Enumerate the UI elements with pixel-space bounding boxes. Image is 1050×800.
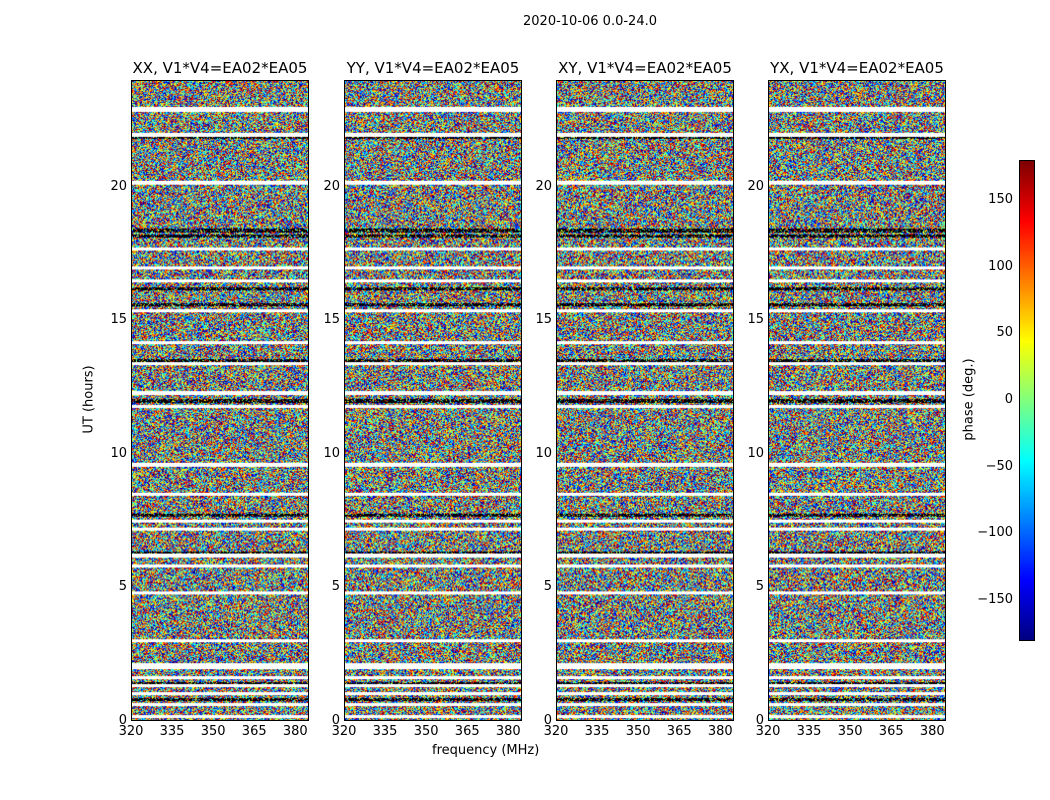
x-axis-label: frequency (MHz) — [432, 743, 540, 758]
y-tick-label: 15 — [110, 312, 127, 328]
y-tick-label: 5 — [755, 579, 764, 595]
panel-title-1: YY, V1*V4=EA02*EA05 — [346, 59, 520, 77]
x-tick-label: 365 — [454, 724, 480, 739]
y-tick-label: 10 — [535, 445, 552, 461]
y-tick-label: 5 — [118, 579, 127, 595]
y-tick-label: 5 — [543, 579, 552, 595]
colorbar-tick-label: 0 — [1004, 392, 1013, 407]
y-tick-label: 20 — [535, 178, 552, 194]
y-tick-label: 0 — [543, 713, 552, 728]
heatmap-panel-1 — [344, 80, 522, 721]
x-tick-label: 365 — [878, 724, 904, 739]
colorbar-tick-label: −150 — [977, 592, 1013, 607]
y-axis-label: UT (hours) — [81, 365, 97, 434]
colorbar — [1019, 160, 1035, 641]
y-tick-label: 10 — [747, 445, 764, 461]
figure-title: 2020-10-06 0.0-24.0 — [523, 14, 657, 29]
panel-title-2: XY, V1*V4=EA02*EA05 — [558, 59, 732, 77]
x-tick-label: 350 — [200, 724, 226, 739]
y-tick-label: 10 — [323, 445, 340, 461]
y-tick-label: 20 — [110, 178, 127, 194]
x-tick-label: 320 — [755, 724, 781, 739]
x-tick-label: 335 — [796, 724, 822, 739]
y-tick-label: 15 — [747, 312, 764, 328]
colorbar-tick-label: −100 — [977, 525, 1013, 541]
heatmap-panel-3 — [768, 80, 946, 721]
x-tick-label: 350 — [413, 724, 439, 739]
y-tick-label: 0 — [755, 713, 764, 728]
x-tick-label: 380 — [282, 724, 308, 739]
colorbar-label: phase (deg.) — [961, 358, 977, 441]
panel-title-0: XX, V1*V4=EA02*EA05 — [132, 59, 308, 77]
panel-title-3: YX, V1*V4=EA02*EA05 — [770, 59, 944, 77]
x-tick-label: 335 — [159, 724, 185, 739]
y-tick-label: 20 — [747, 178, 764, 194]
x-tick-label: 320 — [118, 724, 144, 739]
y-tick-label: 10 — [110, 445, 127, 461]
x-tick-label: 380 — [919, 724, 945, 739]
y-tick-label: 20 — [323, 178, 340, 194]
colorbar-tick-label: 100 — [988, 258, 1013, 274]
y-tick-label: 0 — [331, 713, 340, 728]
y-tick-label: 5 — [331, 579, 340, 595]
x-tick-label: 320 — [543, 724, 569, 739]
x-tick-label: 335 — [584, 724, 610, 739]
heatmap-panel-0 — [131, 80, 309, 721]
x-tick-label: 335 — [372, 724, 398, 739]
x-tick-label: 365 — [241, 724, 267, 739]
colorbar-tick-label: 150 — [988, 192, 1013, 207]
x-tick-label: 350 — [625, 724, 651, 739]
x-tick-label: 380 — [495, 724, 521, 739]
x-tick-label: 365 — [666, 724, 692, 739]
y-tick-label: 15 — [535, 312, 552, 328]
y-tick-label: 0 — [118, 713, 127, 728]
colorbar-tick-label: 50 — [996, 325, 1013, 341]
x-tick-label: 380 — [707, 724, 733, 739]
heatmap-panel-2 — [556, 80, 734, 721]
x-tick-label: 320 — [331, 724, 357, 739]
x-tick-label: 350 — [837, 724, 863, 739]
colorbar-tick-label: −50 — [985, 458, 1013, 474]
y-tick-label: 15 — [323, 312, 340, 328]
